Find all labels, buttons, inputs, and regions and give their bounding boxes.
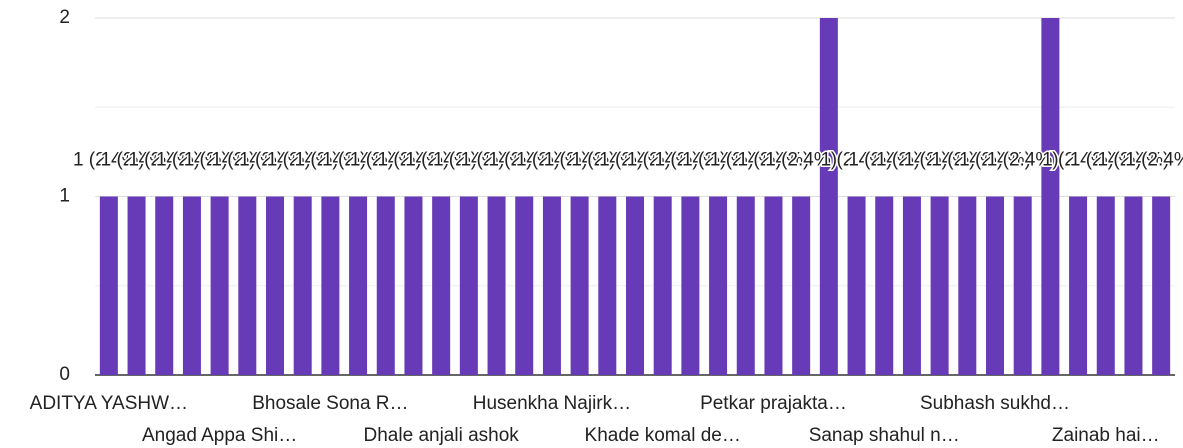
bar bbox=[349, 196, 368, 375]
value-label: 1 (2.4%) bbox=[488, 150, 560, 171]
value-label: 1 (2.4%) bbox=[1042, 150, 1114, 171]
y-tick-label: 2 bbox=[59, 7, 70, 28]
value-label: 1 (2.4%) bbox=[959, 150, 1031, 171]
bar bbox=[210, 196, 229, 375]
value-label: 1 (2.4%) bbox=[184, 150, 256, 171]
y-tick-label: 1 bbox=[59, 186, 70, 207]
value-label: 1 (2.4%) bbox=[1125, 150, 1183, 171]
value-label: 1 (2.4%) bbox=[765, 150, 837, 171]
x-tick-label: Angad Appa Shi… bbox=[142, 425, 297, 446]
value-label: 1 (2.4%) bbox=[128, 150, 200, 171]
value-label: 1 (2.4%) bbox=[876, 150, 948, 171]
bar bbox=[182, 196, 201, 375]
y-tick-label: 0 bbox=[59, 364, 70, 385]
value-label: 1 (2.4%) bbox=[710, 150, 782, 171]
bar bbox=[1069, 196, 1088, 375]
value-label: 1 (2.4%) bbox=[571, 150, 643, 171]
value-label: 1 (2.4%) bbox=[599, 150, 671, 171]
value-label: 1 (2.4%) bbox=[322, 150, 394, 171]
x-tick-label: Bhosale Sona R… bbox=[252, 393, 408, 414]
bar bbox=[127, 196, 146, 375]
bar bbox=[376, 196, 395, 375]
bar bbox=[266, 196, 284, 375]
bar bbox=[542, 196, 561, 375]
bar bbox=[1013, 196, 1032, 375]
bar bbox=[515, 196, 534, 375]
bar bbox=[986, 196, 1004, 375]
bar bbox=[432, 196, 451, 375]
value-label: 1 (2.4%) bbox=[682, 150, 754, 171]
value-label: 1 (2.4%) bbox=[516, 150, 588, 171]
value-label: 1 (2.4%) bbox=[378, 150, 450, 171]
bar bbox=[459, 196, 478, 375]
x-tick-label: Khade komal de… bbox=[585, 425, 741, 446]
value-label: 1 (2.4%) bbox=[294, 150, 366, 171]
bar bbox=[321, 196, 340, 375]
bar bbox=[570, 196, 589, 375]
bar bbox=[930, 196, 949, 375]
x-tick-label: Husenkha Najirk… bbox=[473, 393, 631, 414]
bar bbox=[1041, 18, 1060, 375]
value-label: 1 (2.4%) bbox=[461, 150, 533, 171]
bar bbox=[487, 196, 506, 375]
x-tick-label: Dhale anjali ashok bbox=[364, 425, 520, 446]
x-tick-label: Subhash sukhd… bbox=[920, 393, 1070, 414]
x-tick-label: Zainab hai… bbox=[1052, 425, 1160, 446]
value-label: 1 (2.4%) bbox=[239, 150, 311, 171]
value-label: 1 (2.4%) bbox=[1098, 150, 1170, 171]
bar bbox=[736, 196, 755, 375]
value-label: 1 (2.4%) bbox=[987, 150, 1059, 171]
value-label: 1 (2.4%) bbox=[904, 150, 976, 171]
value-label: 1 (2.4%) bbox=[73, 150, 145, 171]
value-label: 1 (2.4%) bbox=[627, 150, 699, 171]
bar bbox=[681, 196, 700, 375]
value-label: 1 (2.4%) bbox=[156, 150, 228, 171]
bar bbox=[1124, 196, 1143, 375]
value-label: 1 (2.4%) bbox=[350, 150, 422, 171]
value-label: 1 (2.4%) bbox=[821, 150, 893, 171]
bar bbox=[404, 196, 423, 375]
bar bbox=[958, 196, 977, 375]
bar bbox=[847, 196, 866, 375]
bar bbox=[819, 18, 838, 375]
bar bbox=[764, 196, 783, 375]
bar bbox=[1096, 196, 1115, 375]
value-label: 1 (2.4%) bbox=[267, 150, 339, 171]
value-label: 1 (2.4%) bbox=[211, 150, 283, 171]
value-label: 1 (2.4%) bbox=[848, 150, 920, 171]
bar bbox=[1152, 196, 1171, 375]
bar bbox=[598, 196, 617, 375]
bar bbox=[155, 196, 174, 375]
value-label: 1 (2.4%) bbox=[405, 150, 477, 171]
x-tick-label: Petkar prajakta… bbox=[700, 393, 847, 414]
bar bbox=[709, 196, 728, 375]
bar bbox=[238, 196, 257, 375]
x-tick-label: Sanap shahul n… bbox=[809, 425, 960, 446]
value-label: 1 (2.4%) bbox=[544, 150, 616, 171]
bar bbox=[626, 196, 644, 375]
bar bbox=[653, 196, 672, 375]
value-label: 1 (2.4%) bbox=[101, 150, 173, 171]
bar bbox=[792, 196, 811, 375]
value-label: 1 (2.4%) bbox=[1070, 150, 1142, 171]
x-tick-label: ADITYA YASHW… bbox=[30, 393, 188, 414]
bar bbox=[293, 196, 312, 375]
bar bbox=[902, 196, 921, 375]
value-label: 1 (2.4%) bbox=[931, 150, 1003, 171]
bar bbox=[875, 196, 894, 375]
value-label: 1 (2.4%) bbox=[738, 150, 810, 171]
value-label: 1 (2.4%) bbox=[654, 150, 726, 171]
value-label: 1 (2.4%) bbox=[433, 150, 505, 171]
bar bbox=[99, 196, 118, 375]
